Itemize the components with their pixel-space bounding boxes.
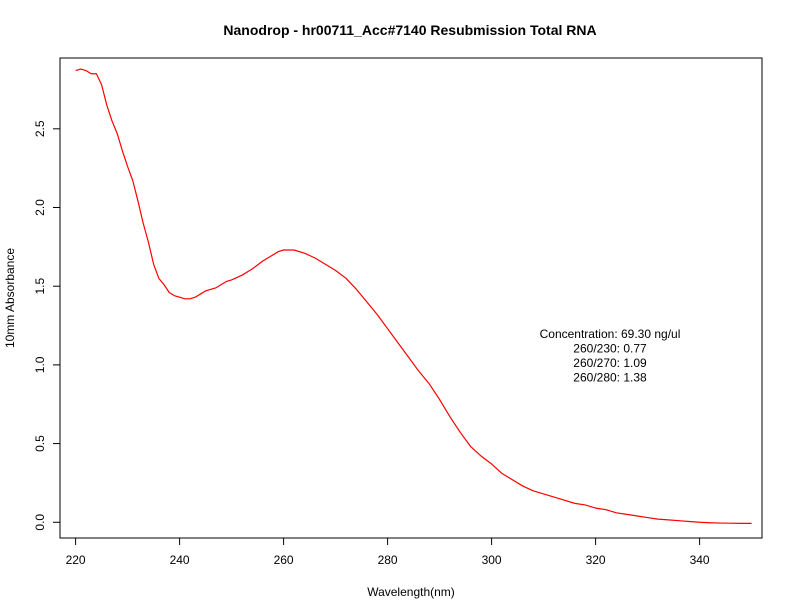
annotation-line: 260/270: 1.09: [573, 356, 647, 370]
y-tick-label: 2.0: [33, 199, 47, 216]
x-tick-label: 300: [482, 553, 502, 567]
x-tick-label: 280: [378, 553, 398, 567]
plot-frame: [59, 57, 763, 539]
annotation-line: 260/230: 0.77: [573, 342, 647, 356]
chart-title: Nanodrop - hr00711_Acc#7140 Resubmission…: [223, 22, 596, 38]
x-tick-label: 220: [66, 553, 86, 567]
annotation-line: Concentration: 69.30 ng/ul: [540, 327, 681, 341]
x-tick-label: 320: [586, 553, 606, 567]
x-tick-label: 340: [690, 553, 710, 567]
absorbance-line: [75, 68, 752, 524]
y-axis: 0.0 0.5 1.0 1.5 2.0 2.5: [33, 120, 61, 531]
y-axis-label: 10mm Absorbance: [3, 248, 17, 348]
x-axis-label: Wavelength(nm): [367, 585, 455, 599]
y-tick-label: 0.5: [33, 435, 47, 452]
series-layer: [75, 68, 752, 524]
annotation-line: 260/280: 1.38: [573, 371, 647, 385]
y-tick-label: 2.5: [33, 120, 47, 137]
x-axis: 220 240 260 280 300 320 340: [66, 537, 710, 567]
x-tick-label: 260: [274, 553, 294, 567]
y-tick-label: 1.5: [33, 278, 47, 295]
y-tick-label: 1.0: [33, 356, 47, 373]
x-tick-label: 240: [170, 553, 190, 567]
y-tick-label: 0.0: [33, 514, 47, 531]
